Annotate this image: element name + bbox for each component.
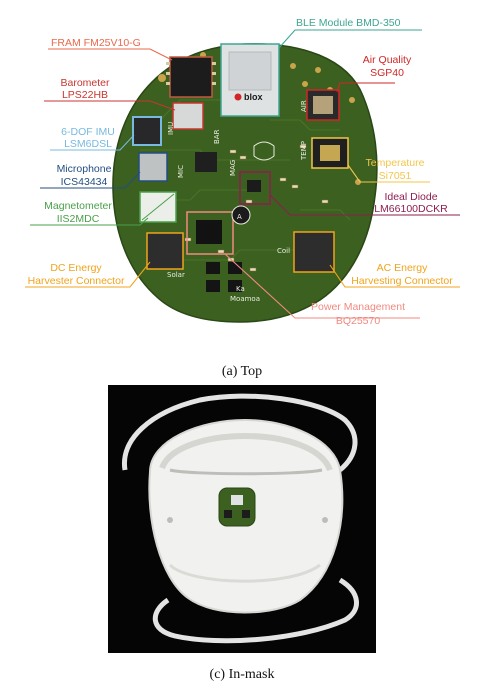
label-dc-2: Harvester Connector — [28, 275, 125, 287]
label-air-1: Air Quality — [363, 54, 412, 66]
label-mag-1: Magnetometer — [44, 200, 112, 212]
ac-harvester-connector — [293, 231, 335, 273]
label-ble: BLE Module BMD-350 — [296, 17, 401, 29]
central-ic — [195, 152, 217, 172]
callout-line-mic — [40, 171, 141, 189]
imu-chip — [132, 116, 162, 146]
microphone-chip — [138, 152, 168, 182]
dc-harvester-connector — [146, 232, 184, 270]
callout-line-dc — [25, 261, 151, 288]
callout-line-ble — [278, 29, 422, 49]
label-pm-2: BQ25570 — [336, 315, 381, 327]
component-labels: FRAM FM25V10-G BLE Module BMD-350 Barome… — [28, 17, 454, 327]
brand-ka: Ka — [236, 285, 245, 293]
mask-top-strap — [121, 393, 358, 472]
label-imu-2: LSM6DSL — [64, 138, 112, 150]
ideal-diode-area — [239, 171, 271, 205]
silk-imu: IMU — [167, 122, 175, 135]
brand-moamoa: Moamoa — [230, 295, 260, 303]
label-temp-2: Si7051 — [379, 170, 412, 182]
label-ac-2: Harvesting Connector — [351, 275, 453, 287]
callout-line-imu — [50, 134, 135, 151]
callout-line-pm — [224, 253, 420, 319]
label-baro-2: LPS22HB — [62, 89, 108, 101]
pcb-board-photo: blox A I — [112, 43, 378, 323]
caption-top: (a) Top — [222, 364, 262, 379]
mask-bottom-strap — [152, 577, 359, 644]
barometer-chip — [172, 102, 204, 130]
callout-line-temp — [347, 164, 430, 183]
caption-mask: (c) In-mask — [210, 667, 275, 682]
callout-line-air — [336, 82, 395, 93]
silk-bar: BAR — [213, 129, 221, 144]
blox-logo-text: blox — [244, 92, 263, 102]
callout-line-mag — [30, 217, 149, 226]
in-mask-device — [218, 487, 256, 527]
label-pm-1: Power Management — [311, 301, 405, 313]
label-ac-1: AC Energy — [377, 262, 429, 274]
callout-line-baro — [44, 100, 176, 111]
in-mask-photo — [108, 385, 376, 653]
silk-coil: Coil — [277, 247, 290, 255]
label-dc-1: DC Energy — [50, 262, 102, 274]
callout-line-fram — [48, 48, 173, 61]
silk-air: AIR — [300, 100, 308, 112]
callout-line-diode — [269, 194, 460, 216]
label-mag-2: IIS2MDC — [57, 213, 100, 225]
ammeter-marking — [231, 205, 251, 225]
label-fram: FRAM FM25V10-G — [51, 37, 141, 49]
silk-a: A — [237, 213, 242, 221]
power-management-area — [186, 211, 234, 255]
silk-temp: TEMP — [300, 141, 308, 161]
callout-lines — [25, 29, 460, 319]
label-baro-1: Barometer — [60, 77, 110, 89]
label-temp-1: Temperature — [366, 157, 425, 169]
callout-line-ac — [329, 264, 460, 288]
silk-solar: Solar — [167, 271, 185, 279]
silk-mic: MIC — [177, 165, 185, 178]
label-imu-1: 6-DOF IMU — [61, 126, 115, 138]
label-mic-2: ICS43434 — [61, 176, 108, 188]
label-mic-1: Microphone — [57, 163, 112, 175]
label-diode-2: LM66100DCKR — [374, 203, 448, 215]
fram-chip — [169, 56, 213, 98]
silk-mag: MAG — [229, 160, 237, 176]
label-air-2: SGP40 — [370, 67, 404, 79]
label-diode-1: Ideal Diode — [384, 191, 437, 203]
